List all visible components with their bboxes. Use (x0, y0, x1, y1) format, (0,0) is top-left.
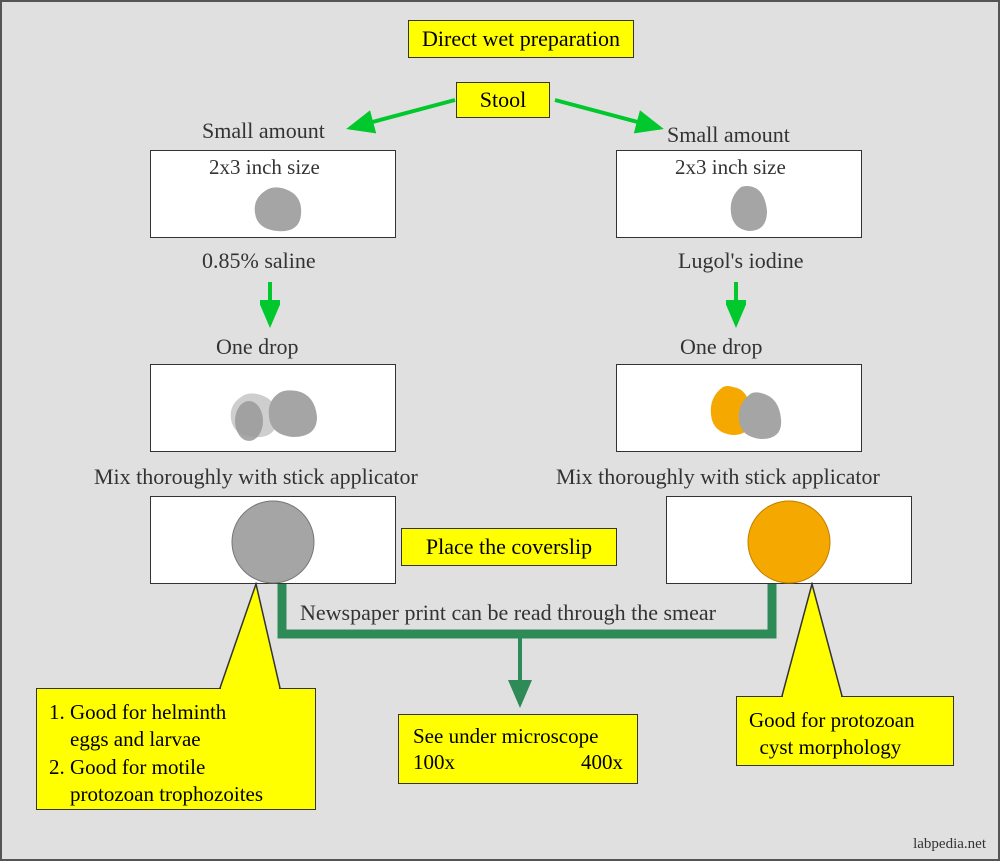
arrow-left-down1 (260, 280, 280, 332)
cr-line2: cyst morphology (749, 734, 941, 761)
microscope-400x: 400x (581, 750, 623, 775)
cl-line3: 2. Good for motile (49, 754, 303, 781)
right-one-drop: One drop (680, 334, 762, 360)
title-text: Direct wet preparation (422, 26, 620, 52)
left-blob1-icon (245, 181, 315, 236)
left-small-amount: Small amount (202, 118, 325, 144)
left-mix: Mix thoroughly with stick applicator (94, 464, 418, 490)
right-mix: Mix thoroughly with stick applicator (556, 464, 880, 490)
watermark-text: labpedia.net (913, 836, 986, 853)
callout-right-box: Good for protozoan cyst morphology (736, 696, 954, 766)
left-slide3 (150, 496, 396, 584)
right-reagent: Lugol's iodine (678, 248, 804, 274)
coverslip-box: Place the coverslip (401, 528, 617, 566)
right-slide2-drops-icon (695, 377, 805, 447)
left-reagent: 0.85% saline (202, 248, 316, 274)
left-slide1-size: 2x3 inch size (209, 155, 320, 180)
arrow-stool-left (340, 96, 460, 136)
stool-text: Stool (480, 87, 526, 113)
coverslip-text: Place the coverslip (426, 534, 592, 560)
arrow-stool-right (550, 96, 670, 136)
cl-line1: 1. Good for helminth (49, 699, 303, 726)
microscope-box: See under microscope 100x 400x (398, 714, 638, 784)
title-box: Direct wet preparation (408, 20, 634, 58)
stool-box: Stool (456, 82, 550, 118)
right-slide2 (616, 364, 862, 452)
microscope-line1: See under microscope (413, 724, 598, 749)
right-slide1-size: 2x3 inch size (675, 155, 786, 180)
right-blob1-icon (719, 181, 779, 236)
callout-left-seam (221, 687, 279, 690)
green-bracket (272, 584, 792, 714)
callout-left-box: 1. Good for helminth eggs and larvae 2. … (36, 688, 316, 810)
right-slide3 (666, 496, 912, 584)
right-small-amount: Small amount (667, 122, 790, 148)
left-slide2-drops-icon (221, 377, 331, 447)
callout-right-pointer (780, 582, 850, 700)
cl-line2: eggs and larvae (49, 726, 303, 753)
left-slide1: 2x3 inch size (150, 150, 396, 238)
right-slide1: 2x3 inch size (616, 150, 862, 238)
left-one-drop: One drop (216, 334, 298, 360)
left-circle-icon (229, 498, 319, 588)
arrow-right-down1 (726, 280, 746, 332)
callout-right-seam (783, 695, 841, 698)
left-slide2 (150, 364, 396, 452)
cl-line4: protozoan trophozoites (49, 781, 303, 808)
callout-left-pointer (218, 582, 288, 692)
microscope-100x: 100x (413, 750, 455, 775)
right-circle-icon (745, 498, 835, 588)
cr-line1: Good for protozoan (749, 707, 941, 734)
